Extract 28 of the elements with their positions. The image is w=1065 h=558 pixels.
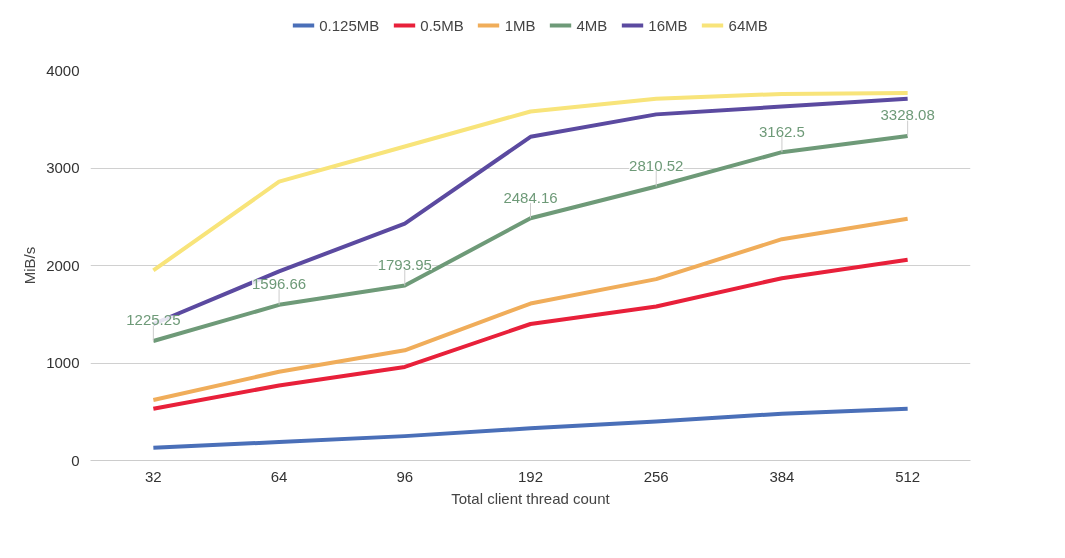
y-tick-label: 0	[71, 451, 80, 469]
x-tick-label: 384	[769, 467, 795, 485]
data-label: 1225.25	[126, 311, 181, 329]
line-series	[151, 406, 910, 450]
legend-label: 4MB	[576, 16, 608, 34]
data-label: 2810.52	[629, 156, 684, 174]
data-label: 3162.5	[758, 122, 805, 140]
data-label: 3328.08	[880, 106, 935, 124]
legend-label: 0.5MB	[420, 16, 464, 34]
y-tick-label: 4000	[46, 61, 80, 79]
y-axis-title: MiB/s	[21, 246, 39, 285]
legend-label: 64MB	[728, 16, 768, 34]
x-tick-label: 96	[396, 467, 414, 485]
x-axis-title: Total client thread count	[451, 489, 611, 507]
x-tick-label: 512	[895, 467, 921, 485]
legend-label: 0.125MB	[319, 16, 380, 34]
data-label: 1596.66	[251, 275, 307, 293]
data-label: 1793.95	[377, 255, 432, 273]
x-tick-label: 192	[517, 467, 544, 485]
y-tick-label: 1000	[46, 354, 80, 371]
legend-label: 16MB	[648, 16, 688, 34]
data-label: 2484.16	[503, 188, 558, 206]
x-tick-label: 32	[145, 467, 162, 485]
legend-label: 1MB	[504, 16, 536, 34]
x-tick-label: 64	[270, 467, 288, 485]
y-tick-label: 2000	[46, 256, 80, 274]
x-tick-label: 256	[643, 467, 669, 485]
y-tick-label: 3000	[46, 159, 80, 176]
